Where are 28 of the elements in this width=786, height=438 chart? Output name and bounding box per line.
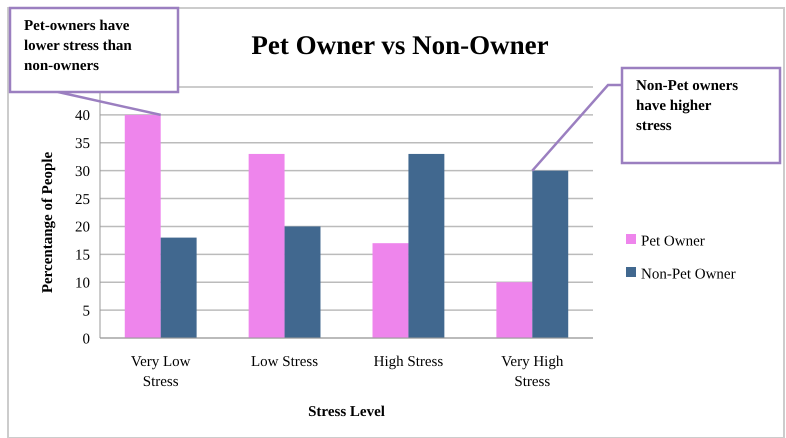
bar [124, 114, 161, 338]
y-axis-title: Percentange of People [40, 151, 56, 294]
y-tick-label: 20 [75, 220, 90, 236]
x-tick-label: Very Low Stress [130, 354, 191, 390]
legend-label: Non-Pet Owner [641, 266, 736, 282]
y-tick-label: 30 [75, 164, 90, 180]
y-tick-label: 15 [75, 248, 90, 264]
bar [372, 243, 408, 338]
y-tick-label: 40 [75, 108, 90, 124]
annotation: Pet-owners have lower stress than non-owners [24, 18, 132, 74]
y-tick-label: 0 [82, 331, 90, 348]
bar [248, 154, 285, 338]
y-tick-label: 10 [75, 275, 90, 292]
chart-title: Pet Owner vs Non-Owner [251, 30, 549, 60]
x-tick-label: Very High Stress [501, 354, 564, 390]
y-tick-label: 5 [82, 303, 90, 320]
bar [408, 154, 444, 338]
x-tick-label: Low Stress [251, 354, 318, 370]
bar [160, 238, 197, 338]
y-tick-label: 25 [75, 192, 90, 208]
bar [532, 170, 568, 338]
bar [284, 226, 320, 338]
x-axis-title: Stress Level [308, 404, 385, 420]
annotation: Non-Pet owners have higher stress [636, 78, 738, 134]
y-tick-label: 35 [75, 136, 90, 152]
x-tick-label: High Stress [374, 354, 444, 370]
bar [496, 282, 532, 338]
legend-label: Pet Owner [641, 233, 705, 250]
